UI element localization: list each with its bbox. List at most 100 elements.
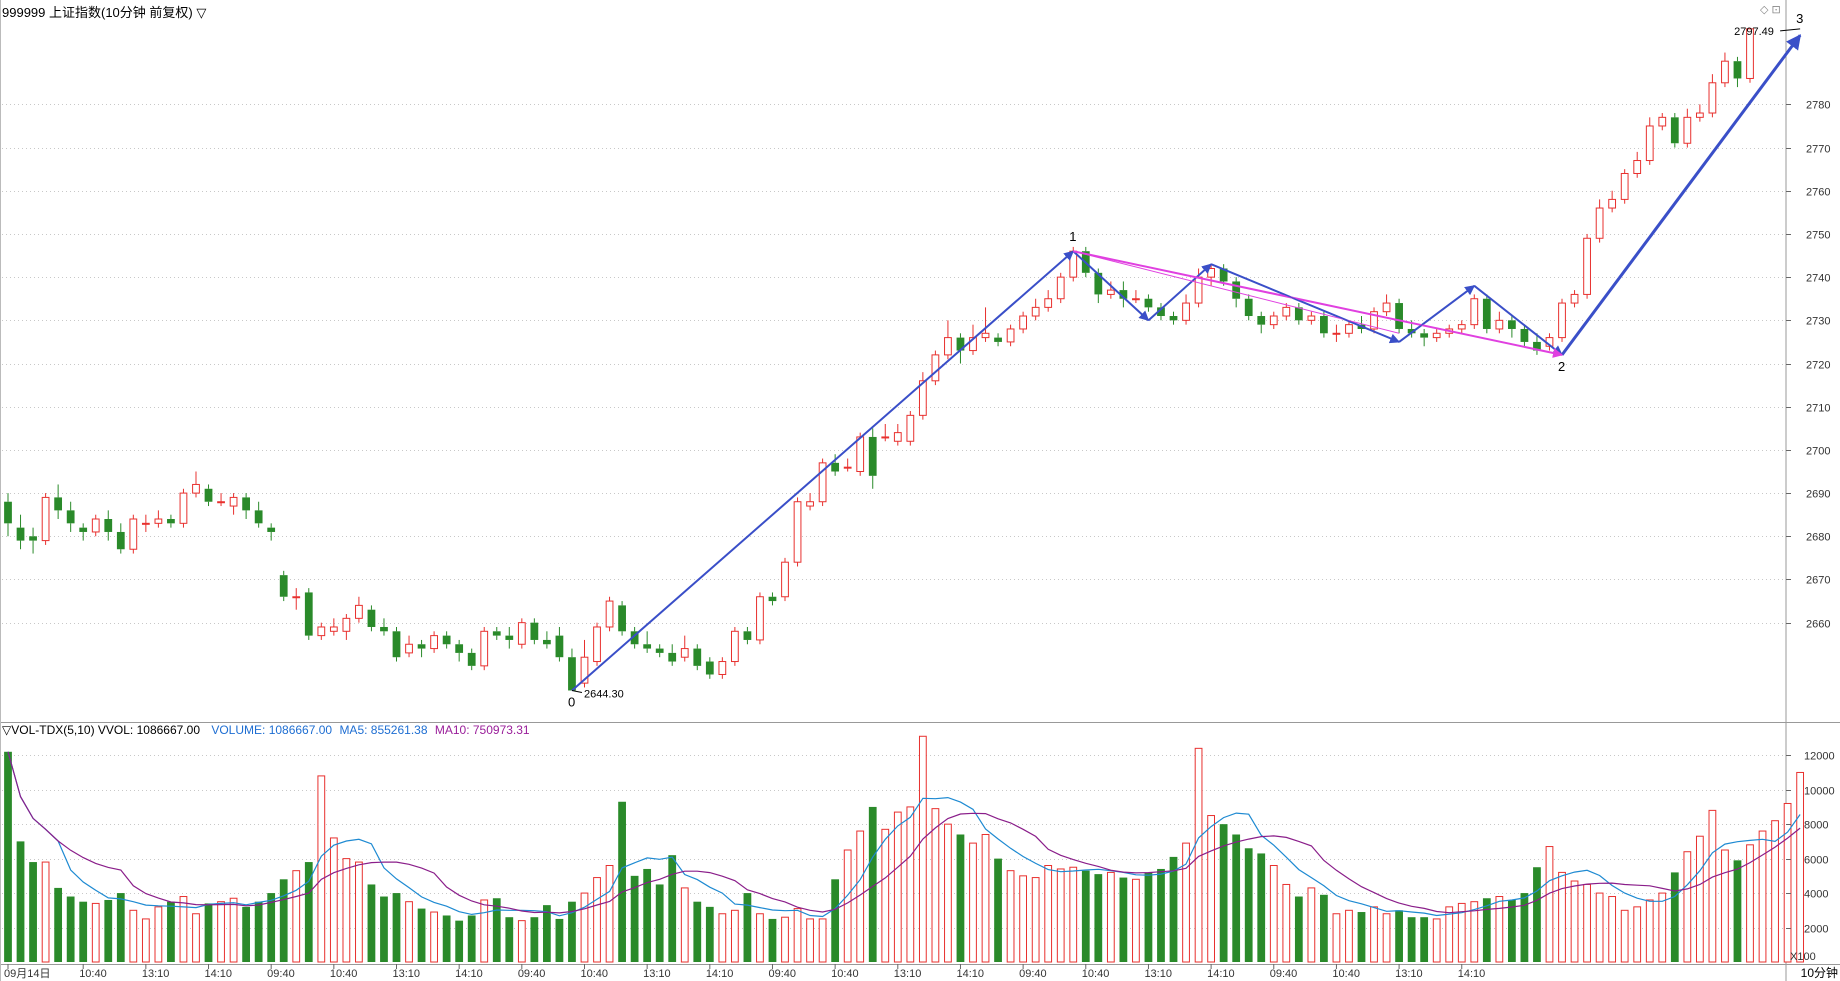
candle-body xyxy=(1733,61,1742,79)
wave-annotations: 0 1 2 3 2644.30 2797.49 xyxy=(568,11,1803,710)
candle xyxy=(1746,28,1754,83)
volume-bar xyxy=(54,887,63,962)
volume-bar xyxy=(16,841,25,962)
candle-body xyxy=(981,332,990,339)
candle-body xyxy=(242,497,251,511)
volume-bar xyxy=(380,896,388,962)
candle-body xyxy=(956,337,965,351)
candle xyxy=(192,471,200,498)
candle-body xyxy=(743,631,752,640)
candle-body xyxy=(843,466,852,469)
time-tick-label: 10:40 xyxy=(580,968,608,980)
candle xyxy=(605,596,614,632)
candle xyxy=(4,493,12,537)
volume-bar xyxy=(918,735,927,963)
volume-bar xyxy=(768,918,777,962)
volume-bar xyxy=(1558,871,1566,963)
volume-bar xyxy=(192,913,200,963)
candle-body xyxy=(868,436,877,476)
candle-body xyxy=(367,609,376,627)
candle xyxy=(1044,290,1053,312)
time-tick-label: 10:40 xyxy=(831,968,859,980)
candle-body xyxy=(1269,315,1278,326)
candle xyxy=(944,320,952,360)
volume-bar xyxy=(254,901,263,962)
candle-body xyxy=(1132,298,1140,301)
candle xyxy=(1620,169,1629,204)
candle-body xyxy=(1695,112,1704,118)
candle-body xyxy=(1658,116,1667,127)
window-control-icons[interactable]: ◇ ⊡ xyxy=(1760,4,1781,16)
candle-body xyxy=(881,436,890,439)
candle xyxy=(380,618,388,636)
candle-body xyxy=(806,501,814,507)
chart-title: 999999 上证指数(10分钟 前复权) ▽ xyxy=(2,5,207,20)
candle-body xyxy=(442,635,451,645)
price-tick-label: 2690 xyxy=(1806,489,1830,501)
candle-body xyxy=(793,501,802,563)
candle-body xyxy=(505,635,514,640)
candle xyxy=(430,631,438,653)
volume-bar xyxy=(467,915,476,962)
candle xyxy=(16,514,25,550)
price-tick-label: 2720 xyxy=(1806,360,1830,372)
volume-bar xyxy=(881,828,890,963)
candle xyxy=(367,605,376,632)
candle xyxy=(906,411,915,446)
wave-trend-line xyxy=(1560,34,1802,356)
candle-body xyxy=(154,518,163,524)
candle xyxy=(91,514,100,537)
candle xyxy=(555,626,564,662)
volume-ma5-line xyxy=(7,751,1801,918)
volume-bar xyxy=(129,909,138,963)
volume-bar xyxy=(1094,874,1103,962)
candle xyxy=(1670,113,1679,148)
candle-body xyxy=(192,483,200,494)
volume-bar xyxy=(1495,896,1504,963)
candle-body xyxy=(1708,82,1717,114)
volume-bar xyxy=(1370,906,1378,963)
candle-body xyxy=(317,626,326,637)
candle xyxy=(1294,303,1303,325)
candle-body xyxy=(91,518,100,533)
volume-bar xyxy=(1708,809,1717,963)
candle-body xyxy=(543,639,551,645)
candle xyxy=(1157,303,1165,321)
candle-body xyxy=(480,630,489,667)
candle-body xyxy=(1746,28,1754,79)
volume-indicator-name[interactable]: ▽VOL-TDX(5,10) VVOL: 1086667.00 xyxy=(2,723,200,737)
candle xyxy=(505,626,514,649)
candle xyxy=(1457,320,1466,334)
volume-bar xyxy=(1332,913,1341,963)
candle xyxy=(918,372,927,420)
volume-bar xyxy=(41,861,50,963)
period-label[interactable]: 10分钟 xyxy=(1800,966,1838,980)
volume-bar xyxy=(843,849,852,963)
candle-body xyxy=(605,600,614,628)
price-tick-label: 2680 xyxy=(1806,532,1830,544)
volume-bar xyxy=(342,858,351,963)
time-tick-label: 09月14日 xyxy=(4,968,50,980)
candle-body xyxy=(455,644,464,653)
volume-bar xyxy=(1595,892,1604,963)
volume-bar xyxy=(994,858,1002,962)
candle-body xyxy=(893,432,902,442)
price-tick-label: 2760 xyxy=(1806,187,1830,199)
volume-bar xyxy=(317,775,326,963)
volume-bar xyxy=(1608,896,1617,963)
candle-body xyxy=(141,522,150,525)
candle-body xyxy=(179,492,188,524)
volume-bar xyxy=(1144,872,1153,962)
candle xyxy=(167,514,175,528)
volume-bar xyxy=(1357,912,1366,962)
wave-trend-line xyxy=(1147,263,1212,322)
candle xyxy=(1507,316,1516,338)
candle xyxy=(693,644,702,671)
volume-bar xyxy=(1733,860,1742,962)
candle-body xyxy=(217,501,225,504)
candle-body xyxy=(1094,272,1103,295)
candle-body xyxy=(1507,320,1516,329)
volume-bar xyxy=(931,808,940,963)
candle-body xyxy=(580,656,589,684)
